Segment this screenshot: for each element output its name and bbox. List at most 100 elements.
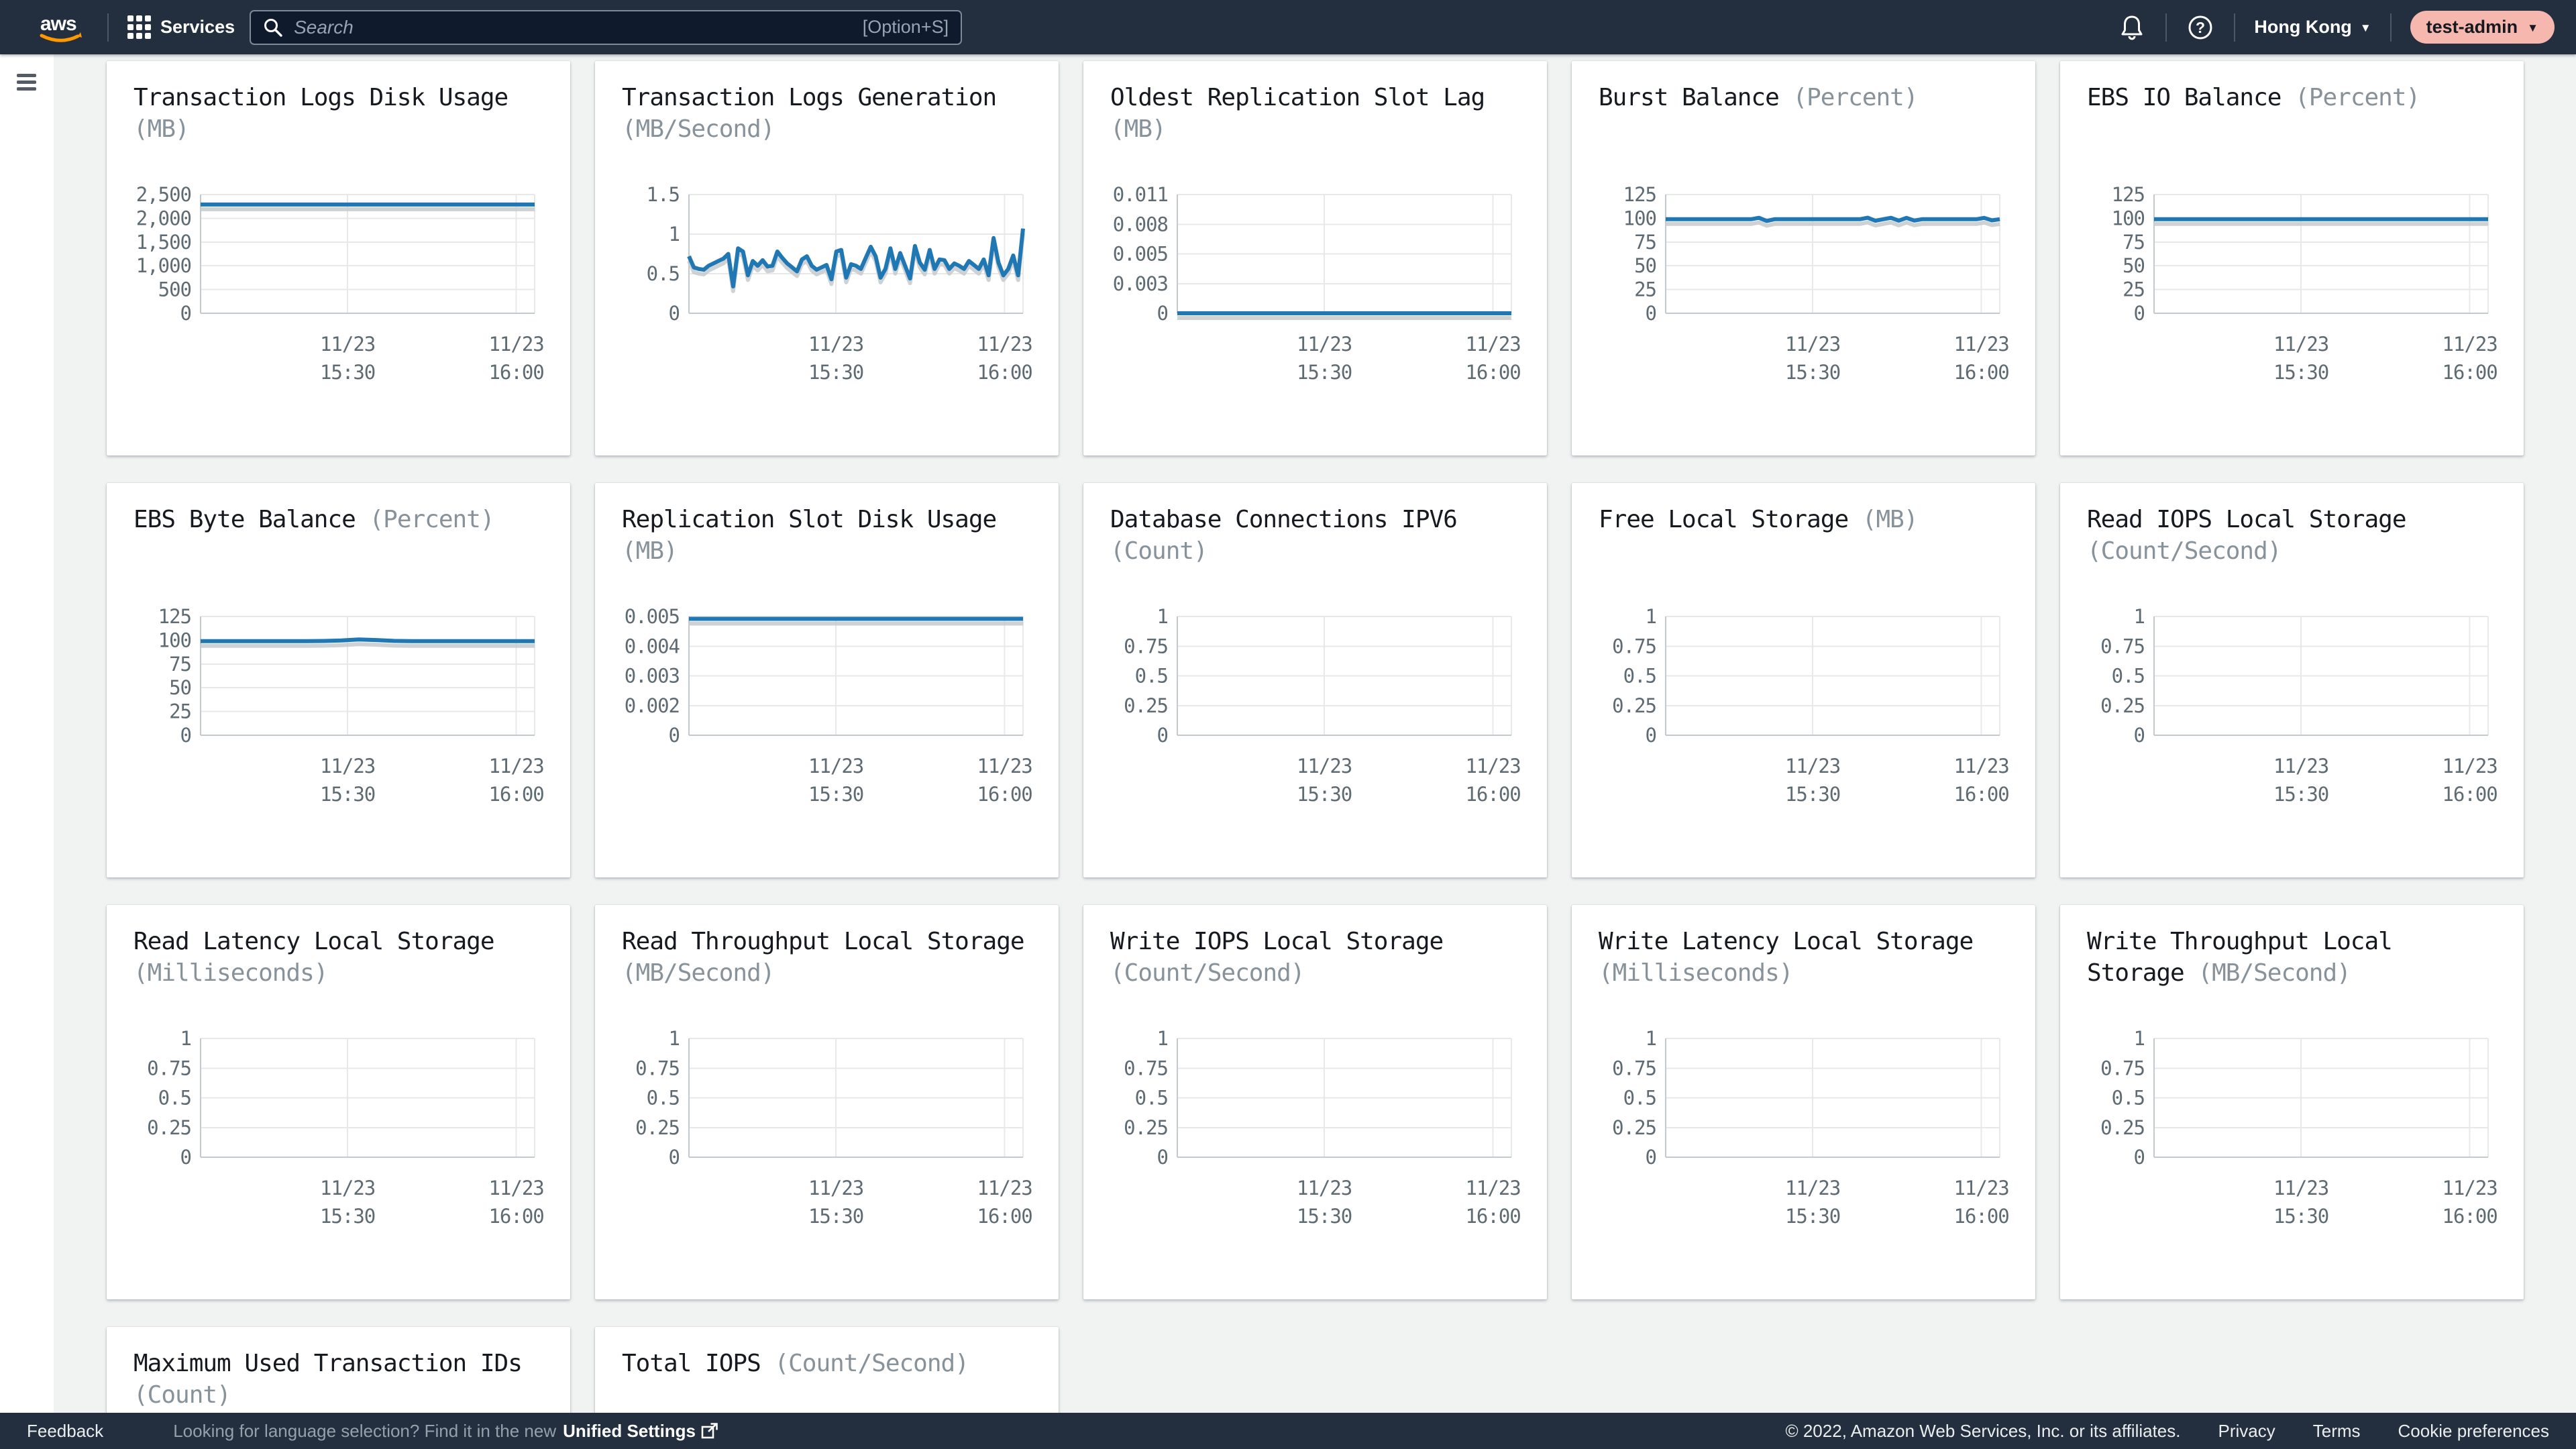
svg-text:2,000: 2,000: [136, 207, 191, 229]
svg-text:11/23: 11/23: [2442, 1177, 2497, 1199]
svg-text:11/23: 11/23: [808, 1177, 863, 1199]
metric-title: Maximum Used Transaction IDs (Count): [133, 1348, 544, 1411]
svg-text:0.5: 0.5: [1623, 665, 1656, 688]
copyright-text: © 2022, Amazon Web Services, Inc. or its…: [1785, 1420, 2181, 1441]
svg-text:0: 0: [1157, 1146, 1168, 1169]
metric-title: Replication Slot Disk Usage (MB): [622, 504, 1032, 567]
services-label: Services: [160, 17, 235, 37]
svg-text:0: 0: [1646, 1146, 1656, 1169]
metric-unit: (MB/Second): [2198, 959, 2351, 987]
metric-card[interactable]: Transaction Logs Disk Usage (MB) 2,500 2,…: [107, 61, 570, 455]
svg-text:16:00: 16:00: [977, 783, 1032, 806]
svg-text:25: 25: [2123, 278, 2145, 301]
svg-text:1: 1: [669, 223, 680, 246]
svg-text:0: 0: [2134, 302, 2145, 325]
svg-text:0.5: 0.5: [1135, 665, 1168, 688]
services-menu-button[interactable]: Services: [127, 15, 235, 39]
region-selector[interactable]: Hong Kong ▼: [2254, 17, 2371, 38]
svg-text:15:30: 15:30: [1297, 361, 1352, 384]
help-button[interactable]: ?: [2186, 14, 2215, 41]
svg-text:11/23: 11/23: [2442, 333, 2497, 356]
metric-name: Read IOPS Local Storage: [2087, 506, 2406, 533]
metric-title: Transaction Logs Generation (MB/Second): [622, 82, 1032, 145]
svg-text:1: 1: [1646, 605, 1656, 628]
metric-title: EBS Byte Balance (Percent): [133, 504, 544, 535]
svg-text:0.25: 0.25: [2100, 694, 2145, 717]
aws-logo-icon[interactable]: aws: [38, 11, 89, 44]
metric-chart: 0.011 0.008 0.005 0.003 0 11/23 15:30 11/23 16:0…: [1113, 183, 1521, 384]
svg-text:15:30: 15:30: [2273, 1205, 2328, 1228]
svg-text:11/23: 11/23: [1297, 755, 1352, 777]
svg-text:11/23: 11/23: [977, 333, 1032, 356]
metric-title: EBS IO Balance (Percent): [2087, 82, 2498, 113]
svg-text:16:00: 16:00: [488, 783, 543, 806]
metric-title: Database Connections IPV6 (Count): [1110, 504, 1521, 567]
menu-toggle-button[interactable]: [17, 74, 37, 91]
metric-card[interactable]: Burst Balance (Percent) 125 100 75 50 25 0 11/…: [1572, 61, 2035, 455]
svg-text:1.5: 1.5: [647, 183, 680, 206]
svg-text:0: 0: [1157, 302, 1168, 325]
svg-text:11/23: 11/23: [1785, 755, 1840, 777]
global-search-box[interactable]: [Option+S]: [250, 9, 963, 45]
metric-card[interactable]: EBS IO Balance (Percent) 125 100 75 50 25 0 11…: [2060, 61, 2524, 455]
search-input[interactable]: [294, 16, 852, 38]
svg-text:25: 25: [169, 700, 191, 723]
terms-link[interactable]: Terms: [2312, 1420, 2361, 1441]
svg-text:11/23: 11/23: [320, 333, 375, 356]
svg-text:11/23: 11/23: [1785, 333, 1840, 356]
metric-card[interactable]: Database Connections IPV6 (Count) 1 0.75 0…: [1083, 483, 1547, 877]
metric-card[interactable]: EBS Byte Balance (Percent) 125 100 75 50 25 0…: [107, 483, 570, 877]
metric-name: EBS Byte Balance: [133, 506, 356, 533]
svg-text:15:30: 15:30: [1785, 783, 1840, 806]
notifications-button[interactable]: [2117, 14, 2147, 41]
metric-card[interactable]: Read IOPS Local Storage (Count/Second) 1…: [2060, 483, 2524, 877]
services-grid-icon: [127, 15, 151, 39]
svg-text:aws: aws: [40, 13, 76, 35]
metric-card[interactable]: Free Local Storage (MB) 1 0.75 0.5 0.25 0 11/…: [1572, 483, 2035, 877]
metric-card[interactable]: Write Latency Local Storage (Millisecond…: [1572, 905, 2035, 1299]
metric-title: Free Local Storage (MB): [1599, 504, 2009, 535]
metric-name: Transaction Logs Disk Usage: [133, 84, 508, 111]
svg-text:11/23: 11/23: [2273, 755, 2328, 777]
svg-text:100: 100: [1623, 207, 1656, 229]
svg-text:125: 125: [158, 605, 191, 628]
svg-text:11/23: 11/23: [320, 1177, 375, 1199]
metric-card[interactable]: Transaction Logs Generation (MB/Second) …: [595, 61, 1059, 455]
metric-card[interactable]: Oldest Replication Slot Lag (MB) 0.011 0.…: [1083, 61, 1547, 455]
metric-card[interactable]: Read Latency Local Storage (Milliseconds…: [107, 905, 570, 1299]
nav-right-group: ? Hong Kong ▼ test-admin ▼: [2117, 11, 2555, 44]
metric-card[interactable]: Write Throughput Local Storage (MB/Secon…: [2060, 905, 2524, 1299]
svg-text:0.005: 0.005: [1113, 243, 1168, 266]
metric-card[interactable]: Total IOPS (Count/Second): [595, 1327, 1059, 1413]
svg-text:16:00: 16:00: [488, 361, 543, 384]
svg-text:0.25: 0.25: [2100, 1116, 2145, 1139]
nav-divider: [2234, 13, 2236, 42]
feedback-link[interactable]: Feedback: [27, 1420, 104, 1441]
svg-text:1: 1: [1646, 1027, 1656, 1050]
metric-card[interactable]: Read Throughput Local Storage (MB/Second…: [595, 905, 1059, 1299]
svg-text:16:00: 16:00: [1953, 783, 2008, 806]
metric-title: Read IOPS Local Storage (Count/Second): [2087, 504, 2498, 567]
metric-title: Transaction Logs Disk Usage (MB): [133, 82, 544, 145]
svg-text:11/23: 11/23: [1297, 333, 1352, 356]
metric-card[interactable]: Write IOPS Local Storage (Count/Second) …: [1083, 905, 1547, 1299]
svg-text:0.25: 0.25: [1124, 1116, 1168, 1139]
svg-text:11/23: 11/23: [488, 755, 543, 777]
metric-title: Total IOPS (Count/Second): [622, 1348, 1032, 1379]
metric-card[interactable]: Replication Slot Disk Usage (MB) 0.005 0.…: [595, 483, 1059, 877]
metric-unit: (Count/Second): [1110, 959, 1305, 987]
cookie-preferences-link[interactable]: Cookie preferences: [2398, 1420, 2549, 1441]
svg-text:0.5: 0.5: [1623, 1087, 1656, 1110]
svg-text:1,000: 1,000: [136, 254, 191, 277]
account-label: test-admin: [2426, 17, 2518, 37]
svg-text:0.5: 0.5: [2112, 665, 2145, 688]
svg-text:15:30: 15:30: [320, 361, 375, 384]
svg-text:15:30: 15:30: [1785, 361, 1840, 384]
account-menu-button[interactable]: test-admin ▼: [2410, 11, 2555, 44]
svg-text:0.5: 0.5: [647, 1087, 680, 1110]
metric-card[interactable]: Maximum Used Transaction IDs (Count): [107, 1327, 570, 1413]
unified-settings-link[interactable]: Unified Settings: [563, 1421, 718, 1442]
footer-right-group: © 2022, Amazon Web Services, Inc. or its…: [1785, 1421, 2549, 1442]
privacy-link[interactable]: Privacy: [2218, 1420, 2275, 1441]
svg-text:16:00: 16:00: [2442, 1205, 2497, 1228]
